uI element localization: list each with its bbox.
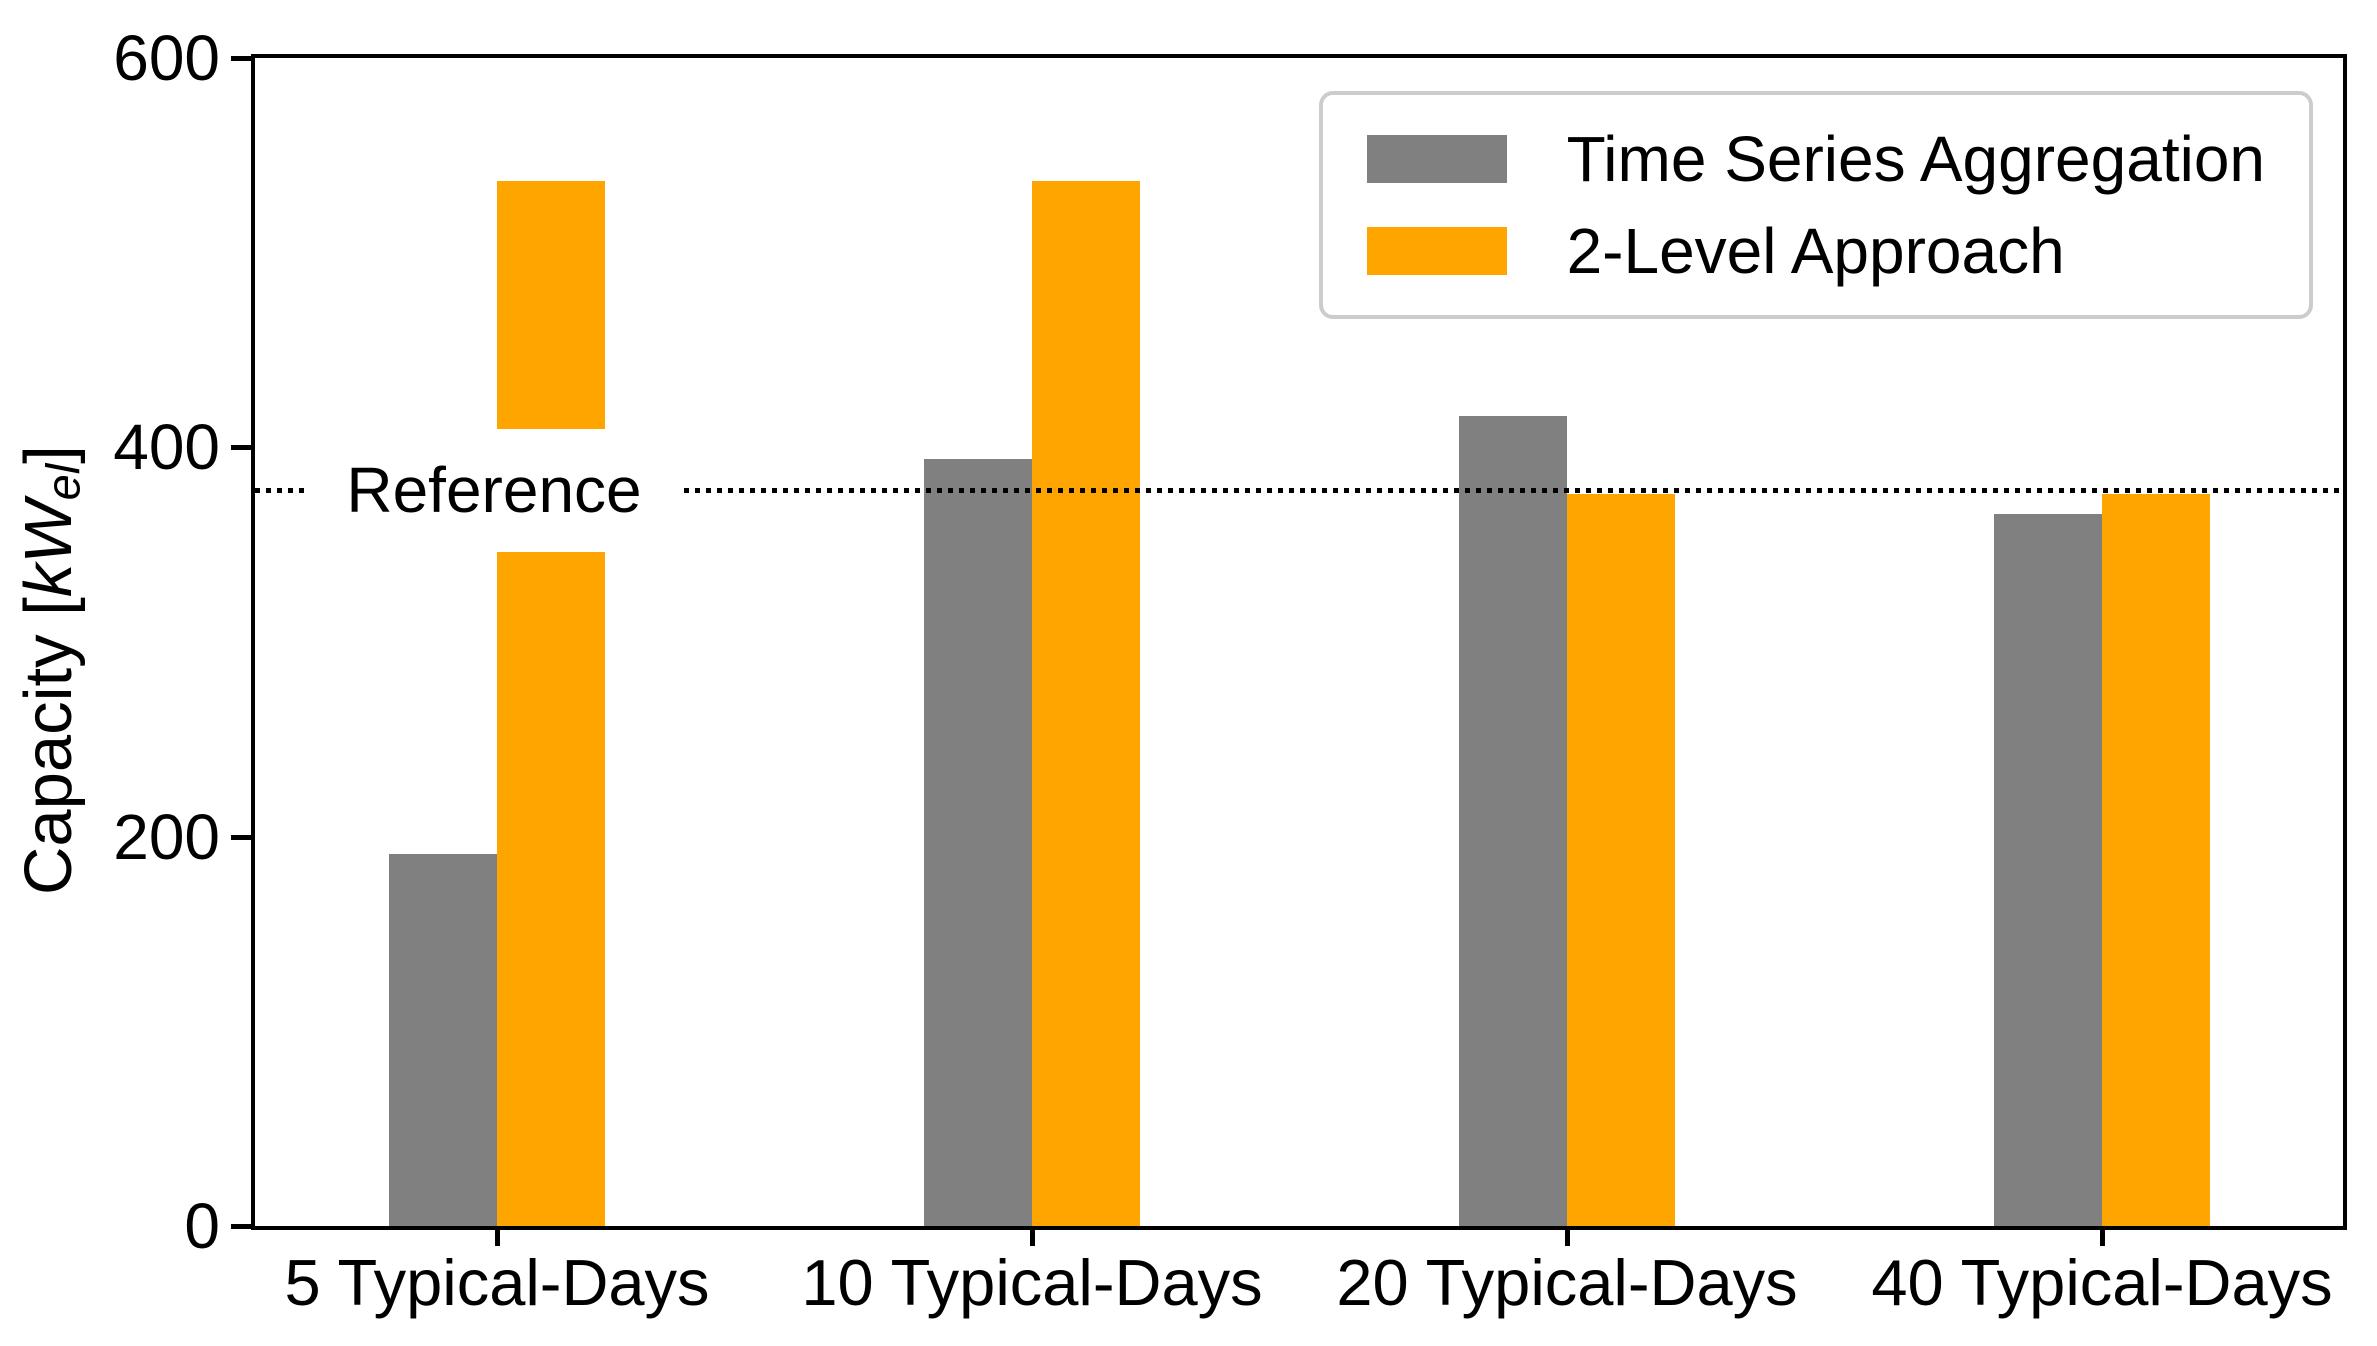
legend-item-time-series-aggregation: Time Series Aggregation [1366,121,2265,197]
legend: Time Series Aggregation 2-Level Approach [1318,91,2313,319]
bar-time-series-aggregation-20-typical-days [1459,416,1567,1226]
y-axis-title-symbol: kW [11,500,86,597]
x-tick-mark [1030,1230,1035,1246]
x-tick-mark [495,1230,500,1246]
legend-label: 2-Level Approach [1566,215,2065,287]
bar-2-level-approach-40-typical-days [2102,494,2210,1226]
y-tick-mark [231,834,251,840]
legend-item-2-level-approach: 2-Level Approach [1366,213,2265,289]
x-tick-label-20-typical-days: 20 Typical-Days [1336,1246,1798,1319]
bar-time-series-aggregation-5-typical-days [389,854,497,1226]
y-tick-label-200: 200 [113,800,220,873]
x-tick-label-10-typical-days: 10 Typical-Days [801,1246,1263,1319]
x-tick-mark [2100,1230,2105,1246]
reference-line [255,488,2343,494]
y-tick-mark [231,56,251,61]
y-tick-label-600: 600 [113,22,220,94]
reference-line-label: Reference [305,429,683,553]
y-tick-label-0: 0 [184,1190,220,1262]
legend-swatch-time-series-aggregation [1366,135,1507,183]
bar-2-level-approach-10-typical-days [1032,180,1140,1226]
plot-area: Reference Time Series Aggregation 2-Level… [251,54,2347,1230]
bar-2-level-approach-20-typical-days [1567,494,1675,1226]
legend-label: Time Series Aggregation [1566,123,2265,195]
x-tick-label-5-typical-days: 5 Typical-Days [284,1246,710,1319]
y-tick-mark [231,1224,251,1229]
legend-swatch-2-level-approach [1366,227,1507,275]
y-tick-mark [231,445,251,451]
bar-2-level-approach-5-typical-days [497,180,605,1226]
x-tick-label-40-typical-days: 40 Typical-Days [1871,1246,2333,1319]
bar-time-series-aggregation-40-typical-days [1994,513,2102,1226]
y-tick-label-400: 400 [113,411,220,484]
x-tick-mark [1565,1230,1570,1246]
bar-time-series-aggregation-10-typical-days [924,459,1032,1226]
